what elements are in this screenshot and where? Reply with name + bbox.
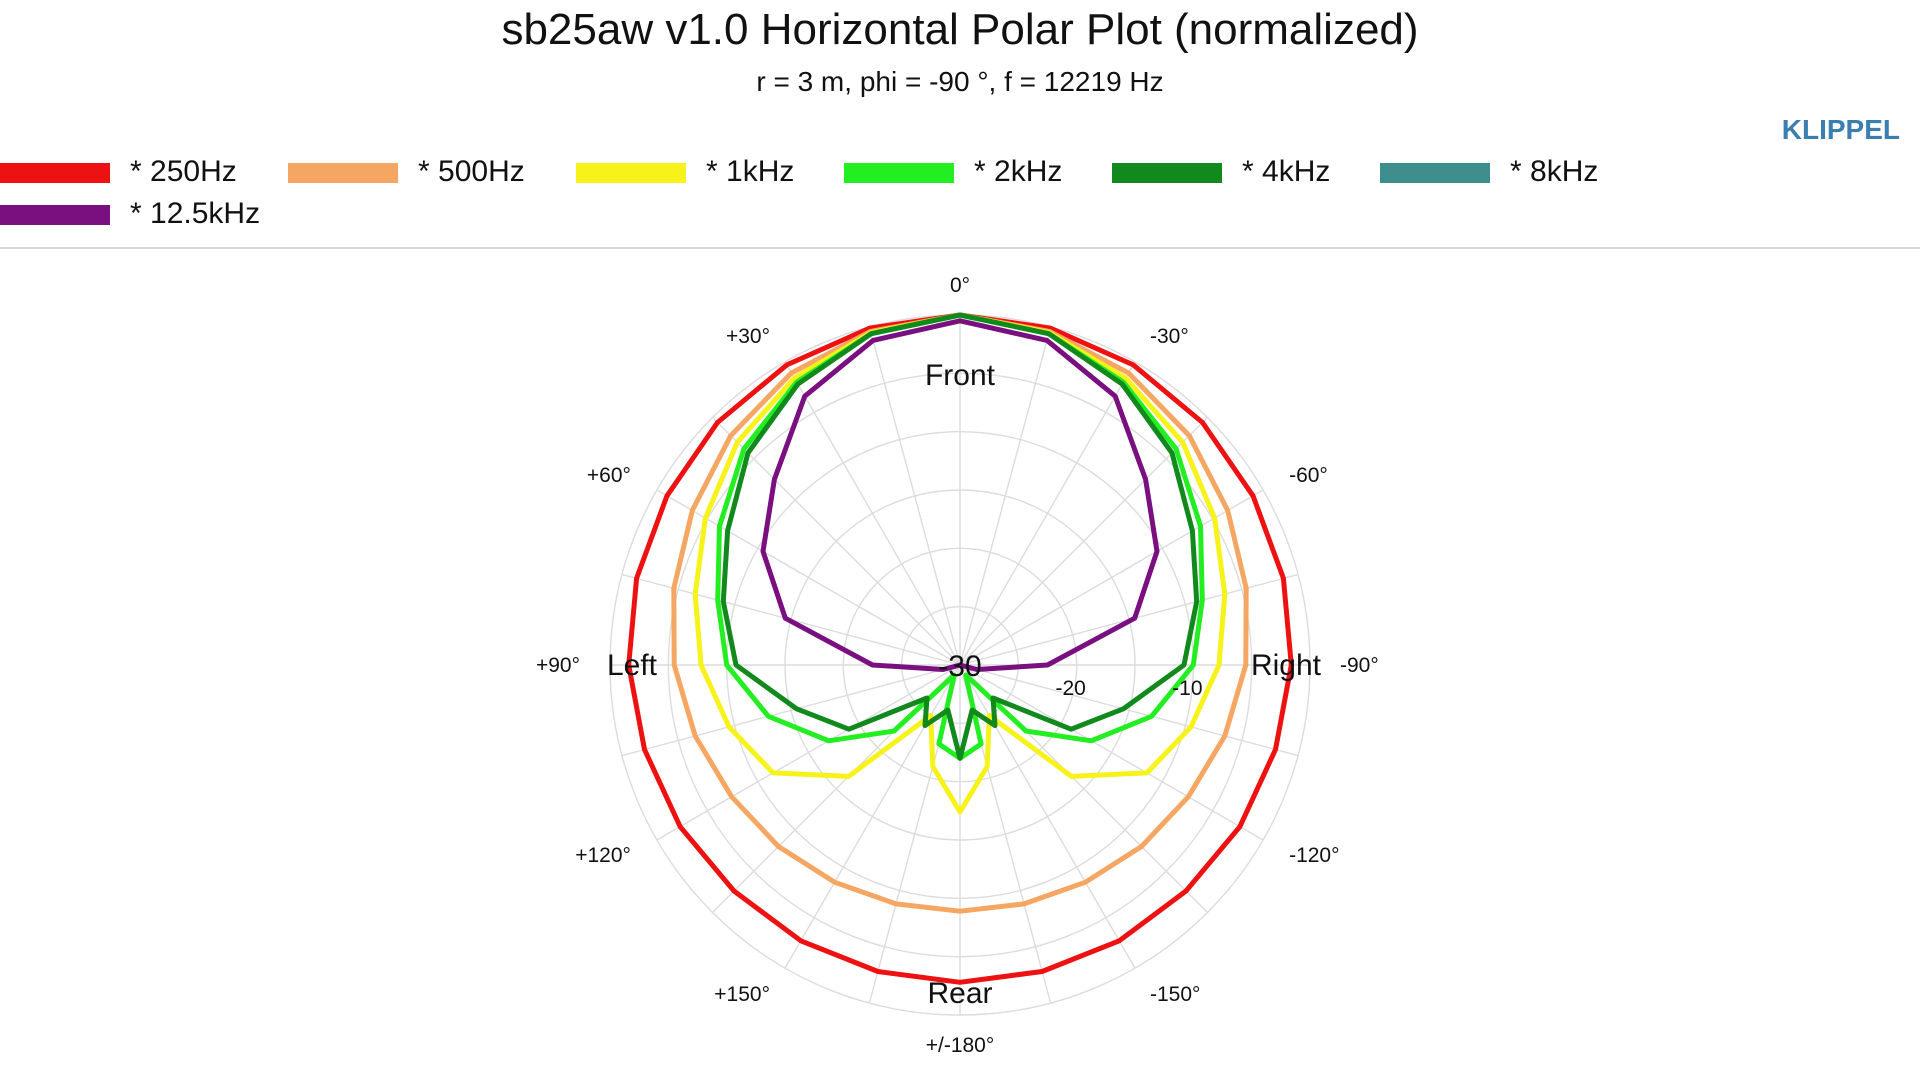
grid-spoke [712,417,961,666]
divider-line [0,247,1920,249]
radial-label: -30 [938,650,981,683]
legend-swatch [1112,163,1222,183]
angle-label: -150° [1150,983,1200,1006]
series-curve-4khz [720,312,1200,761]
legend-swatch [576,163,686,183]
series-curve-12-5khz [760,318,1160,672]
chart-subtitle: r = 3 m, phi = -90 °, f = 12219 Hz [756,66,1164,97]
legend-swatch [0,163,110,183]
polar-series [626,312,1294,985]
legend-label: * 2kHz [974,155,1063,188]
direction-label-left: Left [607,649,658,682]
grid-spoke [621,664,961,757]
legend-label: * 250Hz [130,155,237,188]
angle-label: -90° [1340,654,1379,677]
chart-title: sb25aw v1.0 Horizontal Polar Plot (norma… [501,5,1419,54]
angle-label: -120° [1289,844,1339,867]
angle-label: +/-180° [926,1034,995,1057]
radial-label: -20 [1055,677,1085,700]
grid-spoke [656,664,961,841]
grid-spoke [959,417,1208,666]
angle-label: -60° [1289,464,1328,487]
legend-label: * 500Hz [418,155,525,188]
grid-spoke [959,361,1136,666]
grid-spoke [959,664,1299,757]
angle-label: +30° [726,325,770,348]
legend-label: * 12.5kHz [130,197,261,230]
legend-label: * 4kHz [1242,155,1331,188]
angle-label: -30° [1150,325,1189,348]
grid-spoke [959,489,1264,666]
legend-swatch [844,163,954,183]
grid-spoke [959,326,1052,666]
brand-logo: KLIPPEL [1781,114,1900,145]
legend-swatch [1380,163,1490,183]
radial-label: -10 [1172,677,1202,700]
legend-swatch [0,205,110,225]
series-curve-1khz [692,312,1228,815]
angle-label: 0° [950,274,970,297]
legend-label: * 8kHz [1510,155,1599,188]
series-curve-250hz [626,312,1294,985]
direction-label-front: Front [925,359,996,392]
grid-spoke [784,664,961,969]
grid-spoke [784,361,961,666]
polar-labels: 0° -30° -60° -90° -120° -150° +/-180° +150° +120… [536,274,1379,1057]
series-curve-500hz [671,312,1249,914]
grid-spoke [868,326,961,666]
angle-label: +90° [536,654,580,677]
grid-spoke [656,489,961,666]
direction-label-rear: Rear [927,977,992,1010]
angle-label: +120° [575,844,631,867]
legend-swatch [288,163,398,183]
angle-label: +60° [587,464,631,487]
angle-label: +150° [714,983,770,1006]
grid-spoke [959,664,1264,841]
direction-label-right: Right [1251,649,1322,682]
grid-spoke [959,664,1136,969]
legend-label: * 1kHz [706,155,795,188]
